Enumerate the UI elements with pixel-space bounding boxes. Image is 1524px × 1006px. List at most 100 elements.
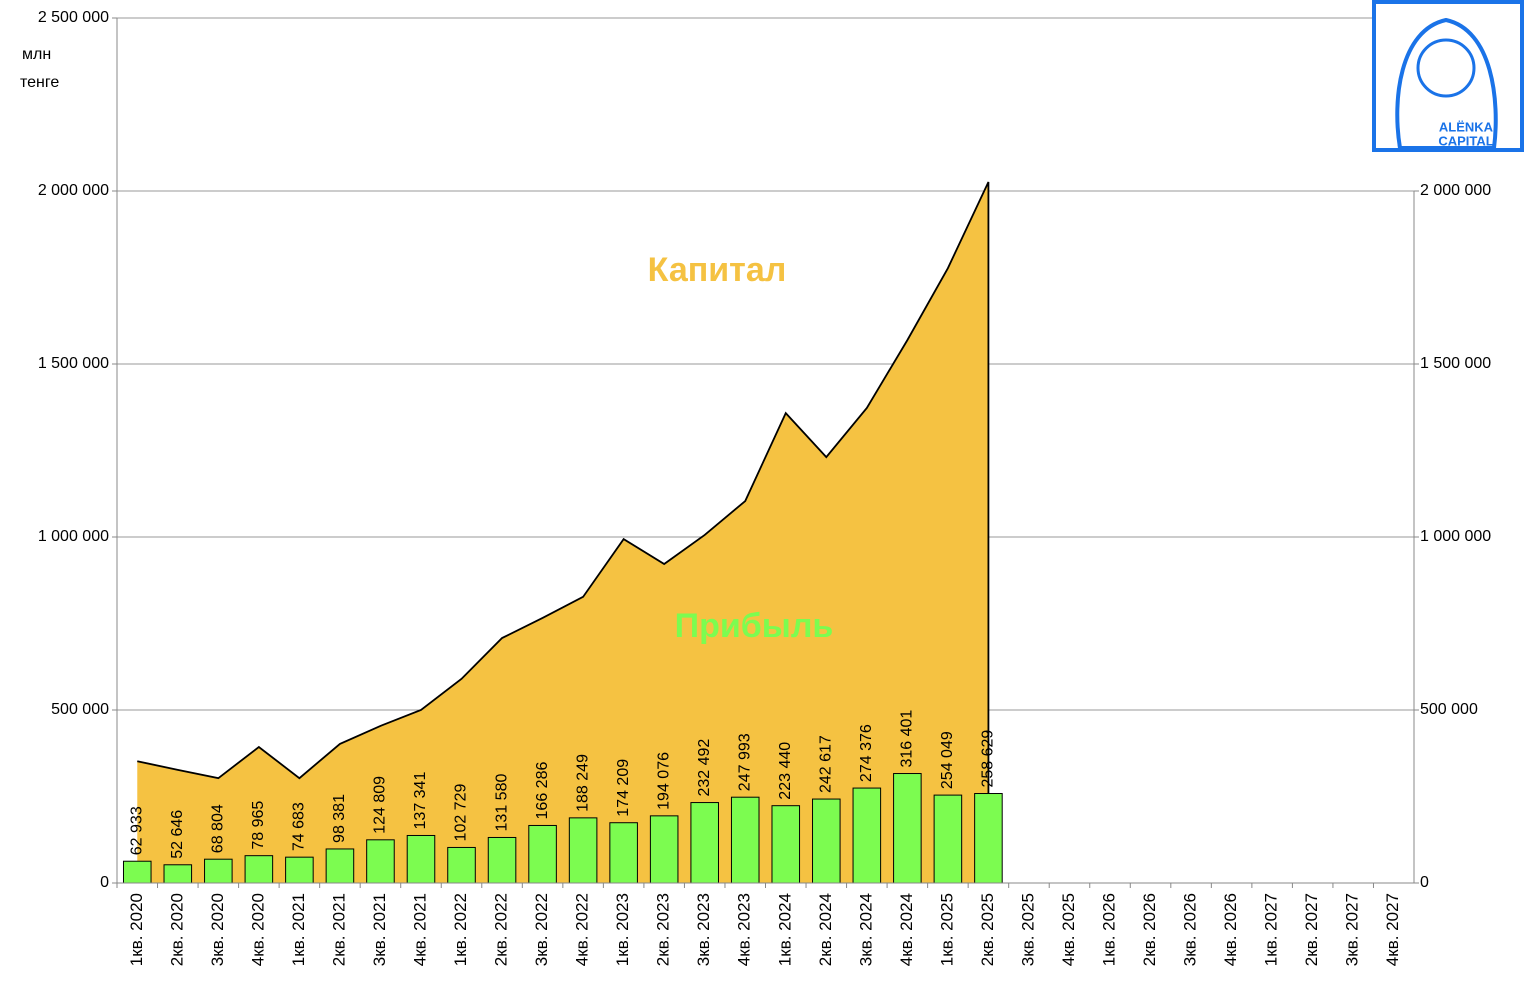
area-edge — [137, 181, 990, 883]
x-tick-label: 1кв. 2024 — [775, 893, 794, 966]
grid — [117, 17, 1414, 711]
bar — [690, 802, 719, 884]
x-tick-label: 2кв. 2021 — [329, 893, 348, 966]
x-tick-label: 2кв. 2023 — [654, 893, 673, 966]
unit-label: тенге — [20, 74, 59, 91]
data-label: 194 076 — [655, 752, 672, 810]
bar — [487, 836, 517, 884]
data-label: 74 683 — [291, 802, 308, 851]
bar — [568, 817, 598, 884]
data-label: 174 209 — [615, 759, 632, 817]
data-label: 62 933 — [128, 806, 145, 855]
data-label: 124 809 — [372, 776, 389, 834]
y-tick-label: 2 500 000 — [38, 9, 109, 26]
annotation: Прибыль — [675, 607, 834, 645]
data-label: 166 286 — [534, 762, 551, 820]
logo-face — [1416, 38, 1476, 98]
bar — [771, 805, 801, 884]
x-tick-label: 2кв. 2025 — [978, 893, 997, 966]
y-tick-label: 1 500 000 — [38, 355, 109, 372]
data-label: 131 580 — [493, 774, 510, 832]
x-tick-label: 2кв. 2022 — [492, 893, 511, 966]
y2-tick-label: 1 000 000 — [1420, 528, 1491, 545]
bar — [649, 815, 679, 884]
x-tick-label: 3кв. 2026 — [1181, 893, 1200, 966]
y2-tick-label: 500 000 — [1420, 701, 1478, 718]
y2-tick-label: 1 500 000 — [1420, 355, 1491, 372]
x-tick-label: 3кв. 2020 — [208, 893, 227, 966]
y-tick-label: 2 000 000 — [38, 182, 109, 199]
bar — [609, 822, 638, 884]
data-label: 188 249 — [574, 754, 591, 812]
y2-tick-label: 2 000 000 — [1420, 182, 1491, 199]
data-label: 242 617 — [818, 735, 835, 793]
x-tick-label: 1кв. 2020 — [127, 893, 146, 966]
bar — [325, 848, 355, 884]
bar — [244, 855, 274, 884]
bar — [122, 860, 152, 884]
bar — [933, 794, 963, 884]
bar — [366, 839, 395, 884]
data-label: 78 965 — [250, 801, 267, 850]
x-tick-label: 1кв. 2027 — [1262, 893, 1281, 966]
x-tick-label: 4кв. 2023 — [735, 893, 754, 966]
x-tick-label: 1кв. 2026 — [1100, 893, 1119, 966]
x-tick-label: 2кв. 2024 — [816, 893, 835, 966]
bar — [285, 856, 314, 884]
x-tick-label: 3кв. 2025 — [1018, 893, 1037, 966]
x-tick-label: 4кв. 2022 — [573, 893, 592, 966]
bar — [852, 787, 882, 884]
x-tick-label: 2кв. 2020 — [167, 893, 186, 966]
x-tick-label: 1кв. 2022 — [451, 893, 470, 966]
bar — [528, 824, 557, 884]
data-label: 254 049 — [939, 731, 956, 789]
bar — [447, 846, 476, 884]
unit-label: млн — [22, 46, 51, 63]
logo-text: CAPITAL — [1438, 133, 1493, 148]
x-tick-label: 1кв. 2025 — [937, 893, 956, 966]
x-tick-label: 2кв. 2026 — [1140, 893, 1159, 966]
x-tick-label: 1кв. 2021 — [289, 893, 308, 966]
y2-tick-label: 0 — [1420, 874, 1429, 891]
x-tick-label: 3кв. 2022 — [532, 893, 551, 966]
data-label: 232 492 — [696, 739, 713, 797]
logo: ALËNKA CAPITAL — [1372, 0, 1524, 152]
logo-doll — [1395, 17, 1498, 150]
bar — [406, 834, 436, 884]
x-tick-label: 4кв. 2027 — [1383, 893, 1402, 966]
y-tick-label: 1 000 000 — [38, 528, 109, 545]
x-tick-label: 3кв. 2021 — [370, 893, 389, 966]
area — [137, 182, 989, 883]
x-tick-label: 4кв. 2020 — [248, 893, 267, 966]
data-label: 102 729 — [453, 784, 470, 842]
x-tick-label: 3кв. 2027 — [1343, 893, 1362, 966]
logo-text: ALËNKA — [1439, 119, 1494, 134]
x-tick-label: 4кв. 2024 — [897, 893, 916, 966]
data-label: 274 376 — [858, 724, 875, 782]
bar — [812, 798, 841, 884]
x-tick-label: 3кв. 2023 — [694, 893, 713, 966]
data-label: 258 629 — [980, 730, 997, 788]
data-label: 52 646 — [169, 810, 186, 859]
bar — [893, 773, 922, 884]
x-tick-label: 4кв. 2021 — [410, 893, 429, 966]
data-label: 98 381 — [331, 794, 348, 843]
bar — [730, 796, 760, 884]
bar — [163, 864, 193, 884]
data-label: 68 804 — [210, 804, 227, 853]
y-tick-label: 0 — [100, 874, 109, 891]
data-label: 247 993 — [736, 733, 753, 791]
data-label: 137 341 — [412, 772, 429, 830]
x-tick-label: 2кв. 2027 — [1302, 893, 1321, 966]
annotation: Капитал — [648, 251, 787, 289]
data-label: 223 440 — [777, 742, 794, 800]
x-tick-label: 3кв. 2024 — [856, 893, 875, 966]
x-tick-label: 4кв. 2026 — [1221, 893, 1240, 966]
bar — [204, 858, 233, 884]
y-tick-label: 500 000 — [51, 701, 109, 718]
x-tick-label: 4кв. 2025 — [1059, 893, 1078, 966]
bar — [974, 793, 1003, 884]
data-label: 316 401 — [899, 710, 916, 768]
x-tick-label: 1кв. 2023 — [613, 893, 632, 966]
